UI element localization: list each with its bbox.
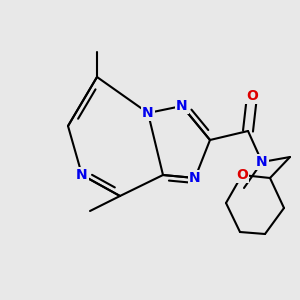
Text: N: N <box>176 99 188 113</box>
Text: N: N <box>256 155 268 169</box>
Text: N: N <box>142 106 154 120</box>
Text: O: O <box>236 168 248 182</box>
Text: O: O <box>246 89 258 103</box>
Text: N: N <box>189 171 201 185</box>
Text: N: N <box>76 168 88 182</box>
